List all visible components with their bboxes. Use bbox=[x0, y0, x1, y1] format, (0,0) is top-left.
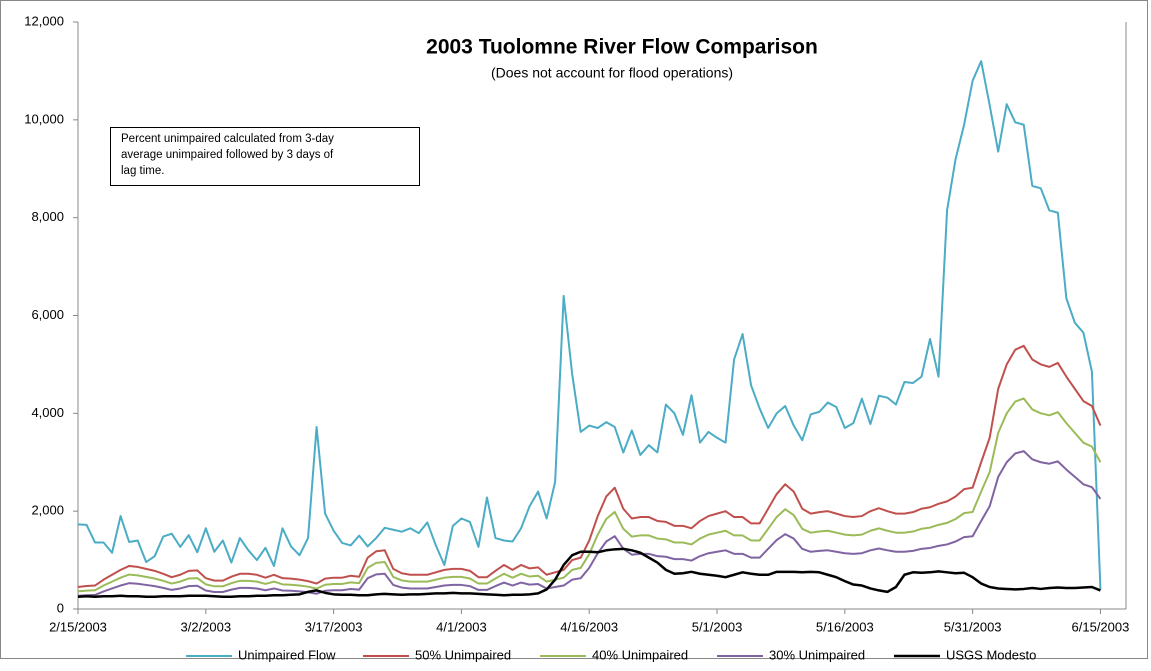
y-tick-label: 0 bbox=[57, 600, 64, 615]
x-tick-label: 2/15/2003 bbox=[49, 619, 107, 634]
x-tick-label: 5/16/2003 bbox=[816, 619, 874, 634]
x-tick-label: 3/17/2003 bbox=[305, 619, 363, 634]
legend-label: 40% Unimpaired bbox=[592, 647, 688, 662]
chart-frame bbox=[0, 0, 1148, 659]
series-line bbox=[77, 344, 1102, 588]
x-tick-label: 5/1/2003 bbox=[692, 619, 743, 634]
annotation-box bbox=[110, 127, 420, 186]
legend-label: Unimpaired Flow bbox=[238, 647, 336, 662]
chart-title: 2003 Tuolomne River Flow Comparison bbox=[426, 36, 818, 59]
y-tick-label: 12,000 bbox=[24, 13, 64, 28]
legend-label: 50% Unimpaired bbox=[415, 647, 511, 662]
legend-label: 30% Unimpaired bbox=[769, 647, 865, 662]
series-line bbox=[77, 397, 1102, 593]
annotation-line: Percent unimpaired calculated from 3-day bbox=[121, 133, 334, 145]
chart-subtitle: (Does not account for flood operations) bbox=[491, 65, 733, 81]
series-line bbox=[77, 450, 1102, 597]
x-tick-label: 3/2/2003 bbox=[181, 619, 232, 634]
x-tick-label: 4/16/2003 bbox=[560, 619, 618, 634]
x-tick-label: 6/15/2003 bbox=[1072, 619, 1130, 634]
series-line bbox=[77, 547, 1101, 599]
annotation-line: lag time. bbox=[121, 165, 164, 177]
y-tick-label: 6,000 bbox=[31, 307, 64, 322]
annotation-line: average unimpaired followed by 3 days of bbox=[121, 149, 334, 161]
y-tick-label: 8,000 bbox=[31, 209, 64, 224]
series-line bbox=[77, 60, 1102, 590]
x-tick-label: 5/31/2003 bbox=[944, 619, 1002, 634]
y-tick-label: 2,000 bbox=[31, 503, 64, 518]
x-tick-label: 4/1/2003 bbox=[436, 619, 487, 634]
y-tick-label: 10,000 bbox=[24, 111, 64, 126]
y-tick-label: 4,000 bbox=[31, 405, 64, 420]
legend-label: USGS Modesto bbox=[946, 647, 1036, 662]
